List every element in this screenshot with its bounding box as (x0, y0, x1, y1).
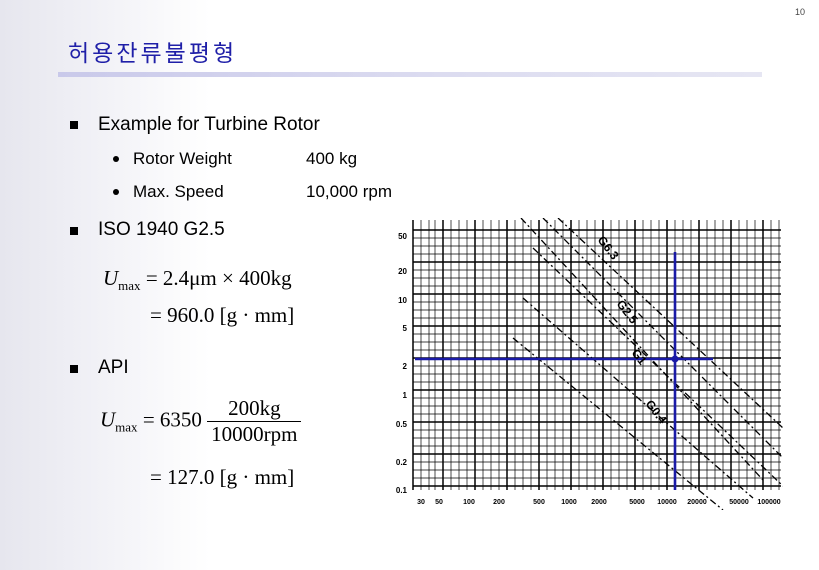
y-tick-label: 5 (403, 324, 408, 333)
y-tick-label: 0.5 (396, 420, 408, 429)
vertical-grid (412, 220, 780, 490)
y-tick-labels: 50 20 10 5 2 1 0.5 0.2 0.1 (396, 232, 408, 495)
api-formula: Umax = 6350 200kg 10000rpm (100, 396, 302, 447)
x-tick-label: 2000 (591, 499, 607, 506)
marker-point (671, 355, 679, 363)
iso-formula: Umax = 2.4μm × 400kg (103, 266, 292, 294)
api-denominator: 10000rpm (211, 422, 298, 446)
api-fraction: 200kg 10000rpm (207, 396, 302, 447)
title-underline (58, 72, 762, 77)
grade-line (557, 218, 783, 429)
square-bullet-icon (70, 365, 78, 373)
square-bullet-icon (70, 121, 78, 129)
marker-lines (415, 252, 713, 490)
bullet-iso: ISO 1940 G2.5 (98, 219, 225, 240)
grade-line (542, 218, 783, 459)
grade-line (532, 247, 783, 487)
iso-formula-sub: max (118, 278, 141, 293)
y-tick-label: 1 (403, 391, 408, 400)
grade-lines (512, 218, 783, 510)
y-tick-label: 20 (398, 267, 407, 276)
x-tick-label: 5000 (629, 499, 645, 506)
grade-label: G6.3 (595, 233, 622, 262)
rotor-weight-label: Rotor Weight (133, 149, 232, 168)
rotor-weight-value: 400 kg (306, 149, 358, 168)
balance-grade-chart: 50 20 10 5 2 1 0.5 0.2 0.1 30 50 100 200 500 1000 2000… (396, 218, 783, 510)
api-formula-lhs: U (100, 407, 116, 432)
y-tick-label: 2 (403, 362, 408, 371)
page-number: 10 (794, 7, 805, 17)
grade-line (512, 337, 724, 510)
grade-label: G2.5 (614, 297, 641, 326)
grade-label: G1 (629, 346, 650, 367)
x-tick-label: 10000 (657, 499, 677, 506)
x-tick-label: 500 (533, 499, 545, 506)
x-tick-label: 30 (417, 499, 425, 506)
bullet-api: API (98, 357, 129, 378)
api-numerator: 200kg (207, 396, 302, 422)
side-gradient (0, 0, 210, 570)
x-tick-label: 1000 (561, 499, 577, 506)
api-result: = 127.0 [g · mm] (150, 465, 295, 489)
x-tick-label: 50000 (729, 499, 749, 506)
dot-bullet-icon (113, 156, 119, 162)
square-bullet-icon (70, 227, 78, 235)
dot-bullet-icon (113, 189, 119, 195)
max-speed-label: Max. Speed (133, 182, 224, 201)
y-tick-label: 50 (398, 232, 407, 241)
slide-title: 허용잔류불평형 (68, 41, 238, 67)
x-tick-label: 50 (435, 499, 443, 506)
iso-formula-lhs: U (103, 266, 119, 290)
grade-line (522, 297, 754, 499)
x-tick-label: 100000 (757, 499, 780, 506)
x-tick-label: 200 (493, 499, 505, 506)
api-formula-sub: max (115, 419, 138, 435)
x-tick-label: 20000 (687, 499, 707, 506)
y-tick-label: 0.2 (396, 458, 408, 467)
iso-formula-rhs: = 2.4μm × 400kg (145, 266, 292, 290)
x-tick-label: 100 (463, 499, 475, 506)
max-speed-value: 10,000 rpm (306, 182, 392, 201)
x-tick-labels: 30 50 100 200 500 1000 2000 5000 10000 20000 50000… (417, 499, 781, 506)
api-formula-coef: = 6350 (142, 407, 202, 432)
bullet-turbine: Example for Turbine Rotor (98, 114, 320, 135)
y-tick-label: 0.1 (396, 486, 408, 495)
iso-result: = 960.0 [g · mm] (150, 303, 295, 327)
y-tick-label: 10 (398, 296, 407, 305)
